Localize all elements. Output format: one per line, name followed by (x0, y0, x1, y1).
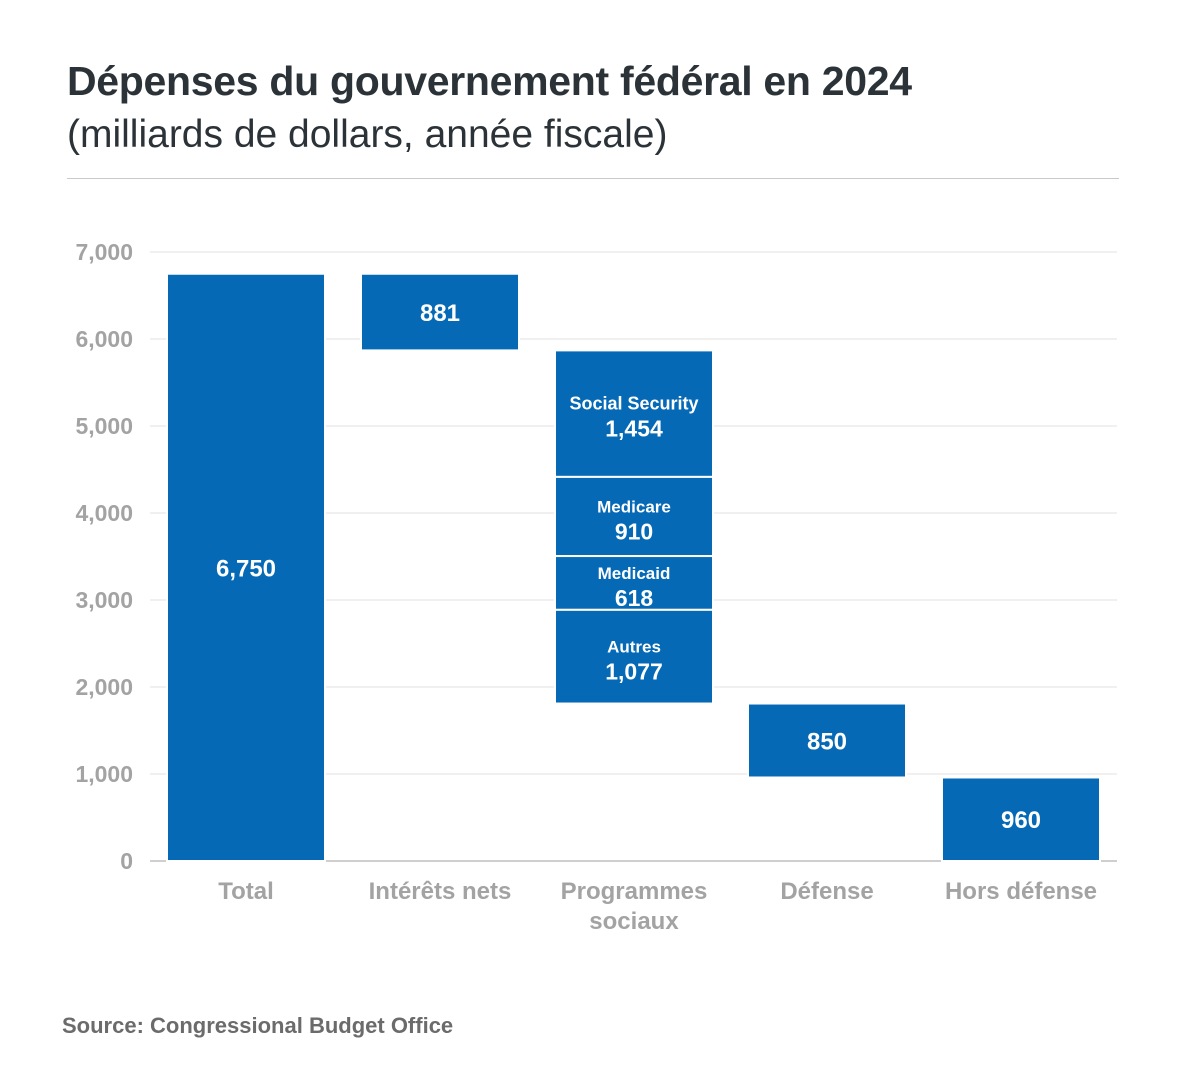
x-tick-label: Hors défense (945, 878, 1097, 905)
title-divider (67, 178, 1119, 179)
y-tick-label: 1,000 (75, 761, 133, 787)
bar-segment (554, 349, 714, 478)
source-note: Source: Congressional Budget Office (62, 1013, 454, 1038)
x-tick-label: sociaux (589, 908, 679, 935)
bar (747, 702, 907, 779)
y-tick-label: 5,000 (75, 413, 133, 439)
bar (166, 272, 326, 862)
bar-segment-name: Autres (607, 638, 661, 657)
x-tick-label: Intérêts nets (369, 878, 512, 905)
chart-title: Dépenses du gouvernement fédéral en 2024 (67, 58, 912, 104)
bar-data-label: 1,454 (605, 416, 663, 442)
bar-data-label: 881 (420, 300, 460, 327)
bar-data-label: 910 (615, 518, 653, 544)
bar-segment (554, 475, 714, 558)
y-tick-label: 7,000 (75, 239, 133, 265)
x-tick-label: Programmes (561, 878, 708, 905)
x-tick-label: Défense (780, 878, 873, 905)
bar (941, 776, 1101, 862)
bar-segment-name: Social Security (569, 394, 698, 414)
bar-data-label: 618 (615, 585, 654, 611)
bar-segment-name: Medicare (597, 497, 671, 516)
bar (360, 272, 520, 352)
y-tick-label: 2,000 (75, 674, 133, 700)
y-tick-label: 3,000 (75, 587, 133, 613)
bar-segment-name: Medicaid (598, 564, 671, 583)
bar-data-label: 960 (1001, 807, 1041, 834)
y-tick-label: 4,000 (75, 500, 133, 526)
chart-subtitle: (milliards de dollars, année fiscale) (67, 113, 668, 156)
bar-data-label: 6,750 (216, 555, 276, 582)
bar-data-label: 850 (807, 729, 847, 756)
x-tick-label: Total (218, 878, 274, 905)
bar-segment (554, 555, 714, 611)
bar-data-label: 1,077 (605, 659, 663, 685)
y-tick-label: 6,000 (75, 326, 133, 352)
y-tick-label: 0 (120, 848, 133, 874)
bar-segment (554, 608, 714, 705)
